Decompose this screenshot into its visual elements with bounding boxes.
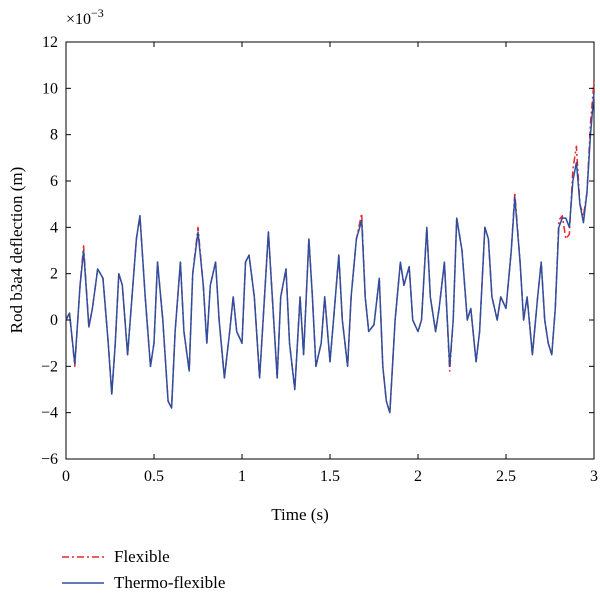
y-axis-multiplier: ×10−3: [66, 6, 104, 28]
y-tick-label: 0: [50, 312, 58, 329]
legend: Flexible Thermo-flexible: [62, 547, 225, 592]
y-tick-label: 6: [50, 173, 58, 190]
x-tick-label: 3: [590, 468, 598, 485]
y-tick-label: 2: [50, 266, 58, 283]
y-tick-label: 4: [50, 219, 58, 236]
x-tick-label: 1.5: [320, 468, 340, 485]
y-tick-label: 10: [42, 80, 58, 97]
x-tick-label: 2: [414, 468, 422, 485]
y-tick-label: 8: [50, 127, 58, 144]
x-axis-label: Time (s): [271, 505, 328, 524]
legend-label-thermo-flexible: Thermo-flexible: [114, 573, 225, 592]
x-tick-label: 1: [238, 468, 246, 485]
x-tick-label: 2.5: [496, 468, 516, 485]
y-tick-label: −2: [41, 358, 58, 375]
x-tick-label: 0: [62, 468, 70, 485]
axes-layer: 0 0.5 1 1.5 2 2.5 3 −6 −4 −2 0 2 4 6 8 10 12: [41, 34, 598, 485]
y-tick-label: −6: [41, 451, 58, 468]
legend-label-flexible: Flexible: [114, 547, 170, 566]
series-line-thermo-flexible: [65, 92, 595, 414]
series-layer: [65, 81, 595, 414]
y-tick-label: 12: [42, 34, 58, 51]
x-tick-label: 0.5: [144, 468, 164, 485]
y-tick-label: −4: [41, 405, 58, 422]
y-axis-label: Rod b3a4 deflection (m): [7, 167, 26, 334]
